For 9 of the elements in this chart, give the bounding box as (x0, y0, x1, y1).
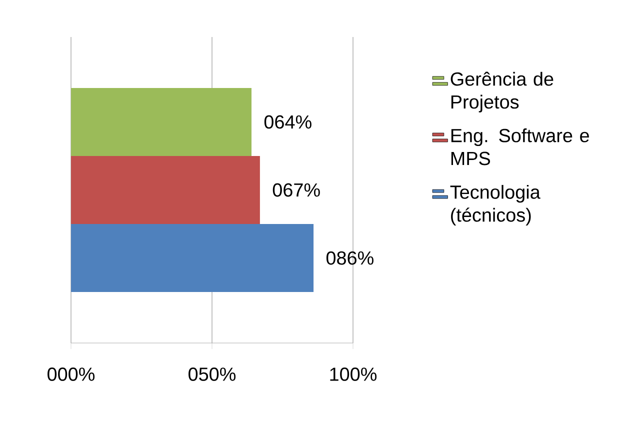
legend-label: Eng. Software e MPS (451, 128, 589, 166)
data-label: 067% (272, 183, 320, 197)
legend-label: Gerência de Projetos (450, 72, 554, 112)
legend-label: Tecnologia (técnicos) (450, 184, 540, 226)
x-tick-label: 000% (48, 368, 95, 381)
data-label: 086% (326, 251, 374, 265)
x-tick-label: 050% (188, 368, 236, 381)
x-tick-label: 100% (330, 368, 377, 381)
data-label: 064% (264, 115, 312, 129)
